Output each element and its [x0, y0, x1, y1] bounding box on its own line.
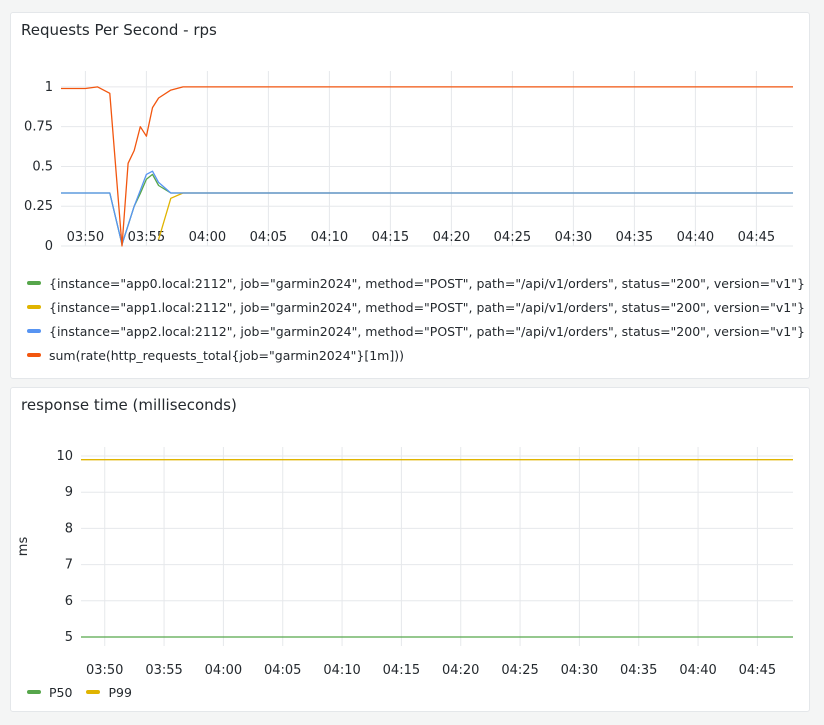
rt-y-tick-label: 5	[65, 630, 73, 645]
rt-x-tick-label: 04:10	[323, 663, 360, 678]
rps-y-tick-label: 1	[45, 80, 53, 95]
rt-x-tick-label: 04:25	[501, 663, 538, 678]
legend-label: {instance="app0.local:2112", job="garmin…	[49, 275, 805, 291]
legend-swatch	[27, 329, 41, 333]
legend-label: {instance="app2.local:2112", job="garmin…	[49, 323, 805, 339]
legend-label: P99	[108, 684, 132, 700]
legend-swatch	[27, 690, 41, 694]
rps-x-tick-label: 04:05	[250, 230, 287, 245]
rps-panel: Requests Per Second - rps 0 0.25 0.5 0.75 1 0…	[10, 12, 810, 379]
rt-y-tick-label: 6	[65, 594, 73, 609]
rps-y-tick-label: 0	[45, 239, 53, 254]
legend-label: sum(rate(http_requests_total{job="garmin…	[49, 347, 404, 363]
rps-x-tick-label: 04:00	[189, 230, 226, 245]
rps-x-tick-label: 04:10	[311, 230, 348, 245]
response-time-legend: P50 P99	[27, 682, 146, 702]
rt-y-tick-label: 7	[65, 558, 73, 573]
rps-y-tick-label: 0.25	[24, 199, 53, 214]
rt-x-tick-label: 04:00	[205, 663, 242, 678]
rps-x-tick-label: 04:20	[433, 230, 470, 245]
rps-panel-title: Requests Per Second - rps	[21, 21, 217, 39]
rt-x-tick-label: 04:40	[679, 663, 716, 678]
response-time-chart: 5 6 7 8 9 10 03:50 03:55 04:00 04:05 04:10 04:15 04:…	[16, 447, 793, 678]
rt-x-tick-label: 04:15	[383, 663, 420, 678]
rt-x-tick-label: 04:20	[442, 663, 479, 678]
rps-series-line-2	[61, 170, 793, 246]
rt-legend-item-0[interactable]: P50	[27, 680, 72, 704]
rps-x-tick-label: 04:45	[738, 230, 775, 245]
rps-x-tick-label: 04:40	[677, 230, 714, 245]
rps-legend-item-0[interactable]: {instance="app0.local:2112", job="garmin…	[27, 271, 805, 295]
rt-y-axis-label: ms	[16, 537, 31, 557]
rps-x-tick-label: 04:30	[555, 230, 592, 245]
rps-chart: 0 0.25 0.5 0.75 1 03:50 03:55 04:00 04:05 04:10 04…	[24, 71, 793, 254]
rps-legend-item-1[interactable]: {instance="app1.local:2112", job="garmin…	[27, 295, 805, 319]
legend-swatch	[86, 690, 101, 694]
rps-y-tick-label: 0.5	[32, 159, 53, 174]
rt-y-tick-label: 9	[65, 485, 73, 500]
legend-swatch	[27, 305, 41, 309]
rps-y-tick-label: 0.75	[24, 120, 53, 135]
response-time-panel: response time (milliseconds) 5 6 7 8 9 10 03:5…	[10, 387, 810, 712]
rps-x-tick-label: 04:35	[616, 230, 653, 245]
rt-x-tick-label: 03:55	[145, 663, 182, 678]
response-time-panel-title: response time (milliseconds)	[21, 396, 237, 414]
rt-y-tick-label: 10	[56, 449, 73, 464]
rps-series-line-3	[61, 86, 793, 247]
legend-swatch	[27, 353, 41, 357]
rps-legend-item-2[interactable]: {instance="app2.local:2112", job="garmin…	[27, 319, 805, 343]
rt-x-tick-label: 04:45	[739, 663, 776, 678]
rps-legend: {instance="app0.local:2112", job="garmin…	[27, 271, 805, 367]
rps-x-tick-label: 03:50	[67, 230, 104, 245]
legend-swatch	[27, 281, 41, 285]
rt-x-tick-label: 04:35	[620, 663, 657, 678]
legend-label: {instance="app1.local:2112", job="garmin…	[49, 299, 805, 315]
rps-x-tick-label: 04:25	[494, 230, 531, 245]
rt-x-tick-label: 03:50	[86, 663, 123, 678]
rps-x-tick-label: 03:55	[128, 230, 165, 245]
rps-x-tick-label: 04:15	[372, 230, 409, 245]
rt-x-tick-label: 04:30	[561, 663, 598, 678]
rt-legend-item-1[interactable]: P99	[86, 680, 132, 704]
rt-x-tick-label: 04:05	[264, 663, 301, 678]
legend-label: P50	[49, 684, 73, 700]
rps-legend-item-3[interactable]: sum(rate(http_requests_total{job="garmin…	[27, 343, 805, 367]
rt-y-tick-label: 8	[65, 521, 73, 536]
